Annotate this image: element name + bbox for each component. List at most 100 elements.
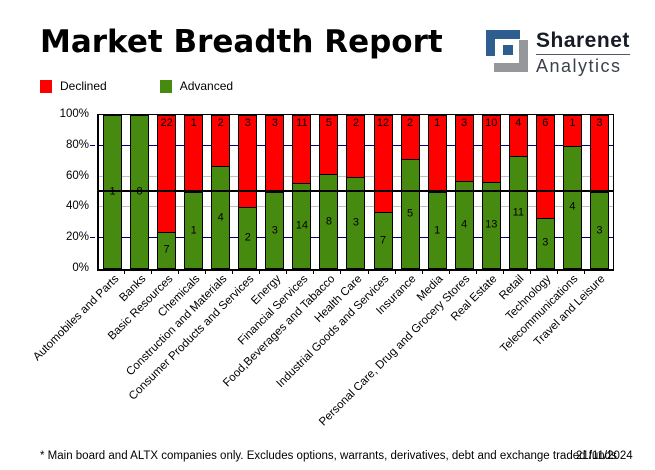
advanced-segment	[535, 217, 555, 269]
declined-value: 3	[461, 117, 468, 129]
y-tick	[90, 237, 95, 239]
x-tick	[556, 270, 558, 274]
declined-value: 1	[569, 117, 576, 129]
x-tick	[394, 270, 396, 274]
logo-brand-text: Sharenet	[536, 29, 630, 52]
advanced-segment	[508, 156, 528, 269]
x-tick	[286, 270, 288, 274]
advanced-segment	[292, 182, 312, 269]
advanced-value: 1	[190, 224, 197, 236]
x-tick	[367, 270, 369, 274]
sharenet-logo: Sharenet Analytics	[486, 30, 630, 76]
advanced-value: 5	[407, 207, 414, 220]
x-tick	[205, 270, 207, 274]
declined-segment	[508, 115, 528, 157]
declined-segment	[400, 115, 420, 159]
advanced-segment	[346, 176, 366, 269]
advanced-value: 11	[512, 206, 524, 219]
declined-value: 4	[515, 117, 522, 129]
bar-automobiles-and-parts: 1	[103, 115, 122, 269]
advanced-segment	[238, 207, 258, 269]
x-tick	[313, 270, 315, 274]
page-title: Market Breadth Report	[40, 24, 443, 60]
chart-legend: Declined Advanced	[40, 79, 286, 93]
y-tick	[90, 144, 95, 146]
y-axis-label-20: 20%	[65, 231, 89, 244]
advanced-segment	[562, 145, 582, 269]
declined-swatch	[40, 79, 52, 93]
declined-segment	[562, 115, 582, 146]
advanced-value: 1	[434, 224, 441, 236]
bar-financial-services: 11 14	[292, 115, 312, 269]
report-date: 21/11/2024	[576, 450, 633, 462]
advanced-segment	[427, 192, 447, 269]
x-tick	[475, 270, 477, 274]
bar-industrial-goods-and-services: 12 7	[373, 115, 393, 269]
declined-segment	[265, 115, 285, 192]
declined-value: 2	[407, 117, 414, 129]
x-tick	[529, 270, 531, 274]
declined-value: 22	[160, 117, 173, 129]
declined-value: 11	[296, 117, 308, 129]
sharenet-logo-icon	[486, 30, 528, 72]
advanced-segment	[103, 115, 122, 269]
declined-segment	[427, 115, 447, 192]
advanced-value: 4	[461, 218, 468, 231]
declined-segment	[346, 115, 366, 177]
advanced-value: 3	[542, 236, 549, 249]
declined-segment	[535, 115, 555, 218]
advanced-value: 3	[271, 224, 278, 236]
declined-value: 1	[434, 117, 441, 129]
declined-segment	[211, 115, 231, 167]
x-tick	[178, 270, 180, 274]
x-tick	[124, 270, 126, 274]
advanced-value: 7	[379, 234, 387, 247]
advanced-segment	[589, 192, 609, 269]
advanced-value: 4	[217, 211, 224, 224]
y-axis-label-40: 40%	[65, 200, 89, 213]
bar-banks: 8	[130, 115, 150, 269]
advanced-value: 1	[103, 186, 122, 198]
y-axis-label-60: 60%	[65, 169, 89, 182]
advanced-segment	[157, 231, 177, 269]
declined-segment	[238, 115, 258, 208]
advanced-value: 4	[569, 200, 576, 213]
declined-segment	[589, 115, 609, 192]
x-axis-label-automobiles-and-parts: Automobiles and Parts	[30, 273, 121, 364]
footnote: * Main board and ALTX companies only. Ex…	[40, 450, 617, 462]
logo-divider	[536, 54, 630, 55]
declined-segment	[481, 115, 501, 182]
advanced-value: 13	[485, 218, 498, 231]
declined-value: 10	[485, 117, 498, 129]
advanced-segment	[319, 174, 339, 269]
advanced-swatch	[159, 79, 172, 93]
gridline-50	[99, 190, 613, 192]
breadth-chart-plot: 1822711243233111458231272511341013411631…	[97, 114, 614, 271]
declined-segment	[292, 115, 312, 183]
declined-segment	[157, 115, 177, 232]
declined-segment	[184, 115, 204, 192]
x-tick	[340, 270, 342, 274]
advanced-segment	[265, 192, 285, 269]
y-axis-label-80: 80%	[65, 138, 89, 151]
declined-value: 2	[352, 117, 360, 129]
x-tick	[448, 270, 450, 274]
advanced-segment	[481, 181, 501, 269]
advanced-value: 14	[295, 219, 308, 232]
declined-value: 5	[325, 117, 332, 129]
declined-segment	[319, 115, 339, 175]
declined-label: Declined	[60, 79, 107, 93]
x-tick	[232, 270, 234, 274]
